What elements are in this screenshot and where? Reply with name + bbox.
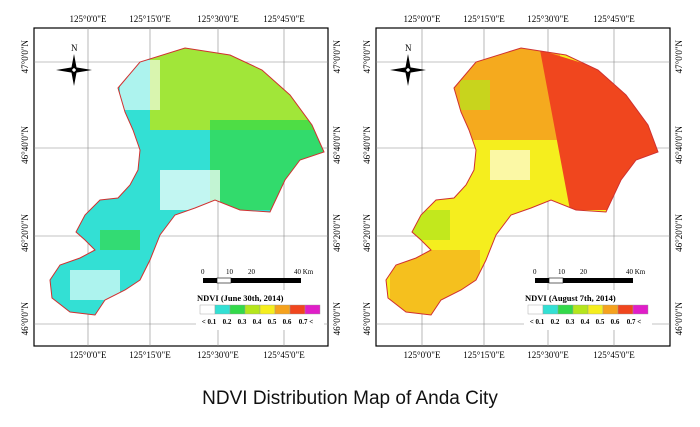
lat-tick-left: 46°40'0"N <box>362 126 372 164</box>
lon-tick-top: 125°0'0"E <box>403 14 441 24</box>
lat-tick-right: 47°0'0"N <box>674 40 684 74</box>
lon-tick-bottom: 125°0'0"E <box>69 350 107 360</box>
lon-tick-bottom: 125°30'0"E <box>197 350 239 360</box>
legend-label: < 0.1 <box>529 318 545 326</box>
scale-label: 0 <box>201 268 205 276</box>
legend-swatch <box>617 304 634 315</box>
lon-tick-bottom: 125°45'0"E <box>593 350 635 360</box>
figure-caption: NDVI Distribution Map of Anda City <box>202 388 498 409</box>
legend-swatches-june <box>199 304 321 315</box>
legend-label: 0.6 <box>282 318 292 326</box>
north-label: N <box>71 43 78 53</box>
lon-tick-top: 125°45'0"E <box>263 14 305 24</box>
lat-tick-left: 47°0'0"N <box>20 40 30 74</box>
legend-swatch <box>527 304 544 315</box>
legend-label: 0.6 <box>610 318 620 326</box>
legend-label: 0.3 <box>565 318 575 326</box>
scale-label: 20 <box>580 268 587 276</box>
legend-swatch <box>572 304 589 315</box>
legend-label: 0.2 <box>222 318 232 326</box>
lon-tick-top: 125°45'0"E <box>593 14 635 24</box>
legend-swatch <box>229 304 246 315</box>
legend-label: 0.5 <box>267 318 277 326</box>
legend-label: 0.5 <box>595 318 605 326</box>
lat-tick-right: 46°20'0"N <box>674 214 684 252</box>
scale-bar <box>203 277 301 284</box>
map-frame-august <box>375 27 671 347</box>
lat-tick-right: 46°0'0"N <box>674 302 684 336</box>
lat-tick-right: 46°40'0"N <box>674 126 684 164</box>
lon-tick-top: 125°30'0"E <box>527 14 569 24</box>
north-arrow-icon <box>56 54 92 86</box>
lat-tick-left: 46°40'0"N <box>20 126 30 164</box>
legend-swatch <box>304 304 321 315</box>
lat-tick-left: 46°0'0"N <box>362 302 372 336</box>
legend-label: 0.3 <box>237 318 247 326</box>
lat-tick-right: 46°40'0"N <box>332 126 342 164</box>
lon-tick-top: 125°0'0"E <box>69 14 107 24</box>
legend-swatch <box>542 304 559 315</box>
lon-tick-top: 125°30'0"E <box>197 14 239 24</box>
map-panel-june: 125°0'0"E 125°15'0"E 125°30'0"E 125°45'0… <box>0 0 350 380</box>
legend-swatch <box>602 304 619 315</box>
lat-tick-left: 46°20'0"N <box>20 214 30 252</box>
legend-label: 0.4 <box>252 318 262 326</box>
scale-label: 10 <box>226 268 233 276</box>
lat-tick-right: 46°0'0"N <box>332 302 342 336</box>
map-frame-june <box>33 27 329 347</box>
legend-swatch <box>289 304 306 315</box>
legend-swatch <box>214 304 231 315</box>
legend-swatch <box>274 304 291 315</box>
lon-tick-top: 125°15'0"E <box>463 14 505 24</box>
lon-tick-top: 125°15'0"E <box>129 14 171 24</box>
scale-label: 20 <box>248 268 255 276</box>
north-arrow-icon <box>390 54 426 86</box>
lon-tick-bottom: 125°0'0"E <box>403 350 441 360</box>
scale-label: 0 <box>533 268 537 276</box>
legend-title-august: NDVI (August 7th, 2014) <box>525 293 616 303</box>
north-label: N <box>405 43 412 53</box>
legend-label: < 0.1 <box>201 318 217 326</box>
lon-tick-bottom: 125°15'0"E <box>463 350 505 360</box>
legend-swatches-august <box>527 304 649 315</box>
lon-tick-bottom: 125°15'0"E <box>129 350 171 360</box>
lat-tick-left: 47°0'0"N <box>362 40 372 74</box>
scale-bar <box>535 277 633 284</box>
legend-label: 0.7 < <box>298 318 314 326</box>
lat-tick-right: 46°20'0"N <box>332 214 342 252</box>
map-panel-august: 125°0'0"E 125°15'0"E 125°30'0"E 125°45'0… <box>350 0 700 380</box>
legend-swatch <box>632 304 649 315</box>
scale-label: 40 Km <box>626 268 646 276</box>
scale-label: 40 Km <box>294 268 314 276</box>
lon-tick-bottom: 125°30'0"E <box>527 350 569 360</box>
lat-tick-left: 46°20'0"N <box>362 214 372 252</box>
legend-label: 0.4 <box>580 318 590 326</box>
lat-tick-right: 47°0'0"N <box>332 40 342 74</box>
scale-label: 10 <box>558 268 565 276</box>
legend-swatch <box>557 304 574 315</box>
lat-tick-left: 46°0'0"N <box>20 302 30 336</box>
legend-label: 0.7 < <box>626 318 642 326</box>
legend-swatch <box>259 304 276 315</box>
lon-tick-bottom: 125°45'0"E <box>263 350 305 360</box>
legend-title-june: NDVI (June 30th, 2014) <box>197 293 284 303</box>
legend-swatch <box>199 304 216 315</box>
legend-swatch <box>244 304 261 315</box>
legend-swatch <box>587 304 604 315</box>
legend-label: 0.2 <box>550 318 560 326</box>
